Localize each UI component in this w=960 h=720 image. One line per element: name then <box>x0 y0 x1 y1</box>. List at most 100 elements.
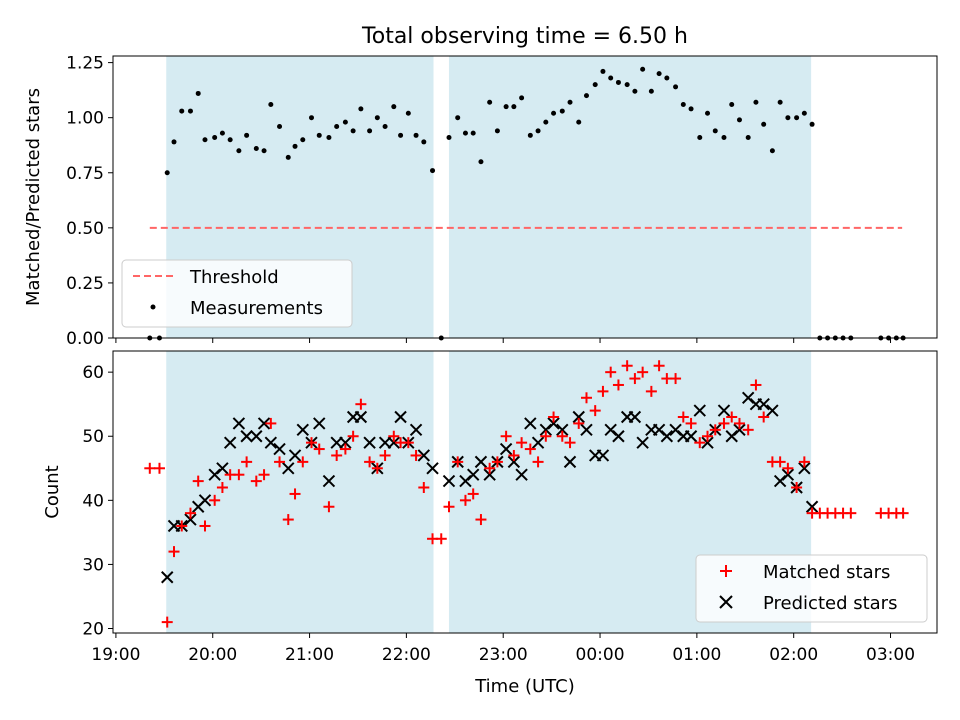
predicted-star-point <box>572 410 585 424</box>
predicted-star-point <box>273 442 286 456</box>
matched-star-point <box>297 456 309 468</box>
predicted-star-point <box>240 430 253 443</box>
matched-star-point <box>670 373 682 385</box>
xtick-label: 01:00 <box>672 645 721 665</box>
matched-star-point <box>323 501 335 513</box>
top-axes-frame <box>112 55 938 339</box>
measurement-point <box>202 137 208 143</box>
measurement-point <box>391 104 397 110</box>
measurement-point <box>470 130 476 136</box>
measurement-point <box>326 135 332 141</box>
measurement-point <box>219 130 225 136</box>
matched-star-point <box>258 469 270 481</box>
predicted-star-point <box>387 436 401 449</box>
measurement-point <box>729 101 735 107</box>
measurement-point <box>527 132 533 138</box>
measurement-point <box>664 75 670 81</box>
predicted-star-point <box>805 500 819 513</box>
predicted-star-point <box>515 468 528 481</box>
measurement-point <box>745 135 751 141</box>
predicted-star-point <box>757 397 770 411</box>
matched-star-point <box>410 449 422 461</box>
predicted-star-point <box>363 436 376 449</box>
measurement-point <box>761 121 767 127</box>
top-x-ticks <box>115 338 892 343</box>
measurement-point <box>455 115 461 121</box>
bottom-ytick-label: 50 <box>82 427 104 447</box>
xtick-label: 02:00 <box>769 645 818 665</box>
bottom-axes-frame <box>112 350 938 634</box>
matched-star-point <box>556 430 568 442</box>
measurement-point <box>705 110 711 116</box>
matched-legend-swatch <box>720 565 732 577</box>
xtick-label: 21:00 <box>285 645 334 665</box>
matched-star-point <box>484 462 496 474</box>
predicted-star-point <box>354 410 368 424</box>
measurement-point <box>648 88 654 94</box>
matched-star-point <box>289 488 301 500</box>
measurement-point <box>487 99 493 105</box>
measurement-point <box>342 119 348 125</box>
matched-star-point <box>540 430 552 442</box>
predicted-star-point <box>531 436 545 449</box>
measurement-point <box>413 132 419 138</box>
measurement-point <box>430 168 436 174</box>
matched-star-point <box>637 366 649 378</box>
measurement-point <box>576 119 582 125</box>
matched-star-point <box>597 385 609 397</box>
measurement-point <box>583 93 589 99</box>
measurement-point <box>809 121 815 127</box>
predicted-star-point <box>282 462 295 475</box>
bottom-y-axis-label: Count <box>42 465 63 518</box>
matched-star-point <box>241 456 253 468</box>
matched-star-point <box>645 385 657 397</box>
matched-star-point <box>580 392 592 404</box>
matched-star-point <box>742 424 754 436</box>
matched-star-point <box>371 462 383 474</box>
matched-star-point <box>250 475 262 487</box>
measurement-point <box>680 101 686 107</box>
predicted-star-point <box>409 423 423 437</box>
predicted-star-point <box>184 513 197 526</box>
matched-star-point <box>199 520 211 532</box>
x-axis-label: Time (UTC) <box>474 676 575 697</box>
measurement-point <box>358 106 364 112</box>
predicted-star-point <box>466 468 480 481</box>
measurement-point <box>367 128 373 134</box>
predicted-star-point <box>339 436 352 449</box>
measurement-point <box>300 137 306 143</box>
predicted-star-point <box>556 423 569 437</box>
matched-star-point <box>564 437 576 449</box>
measurement-point <box>195 90 201 96</box>
predicted-star-point <box>288 449 302 462</box>
predicted-star-point <box>733 423 746 437</box>
predicted-legend-swatch <box>719 595 733 609</box>
predicted-star-point <box>417 449 431 462</box>
measurement-point <box>212 135 218 141</box>
matched-star-point <box>532 456 544 468</box>
matched-star-point <box>265 417 277 429</box>
predicted-star-point <box>798 462 811 475</box>
measurement-point <box>559 108 565 114</box>
matched-star-point <box>709 424 721 436</box>
matched-star-point <box>500 430 512 442</box>
measurement-point <box>462 130 468 136</box>
matched-star-point <box>144 462 156 474</box>
matched-star-point <box>677 411 689 423</box>
matched-star-point <box>782 462 794 474</box>
xtick-label: 23:00 <box>479 645 528 665</box>
measurement-point <box>268 101 274 107</box>
measurement-point <box>374 115 380 121</box>
matched-star-point <box>355 398 367 410</box>
predicted-star-point <box>296 423 309 437</box>
measurement-point <box>688 106 694 112</box>
measurement-point <box>794 115 800 121</box>
predicted-star-point <box>636 436 649 449</box>
top-y-ticks: 0.00 0.25 0.50 0.75 1.00 1.25 <box>66 54 113 349</box>
top-legend: Threshold Measurements <box>121 259 353 328</box>
measurement-point <box>592 82 598 88</box>
xtick-label: 00:00 <box>576 645 625 665</box>
top-ytick-label: 1.25 <box>66 54 104 74</box>
predicted-star-point <box>628 410 642 424</box>
matched-star-point <box>758 411 770 423</box>
